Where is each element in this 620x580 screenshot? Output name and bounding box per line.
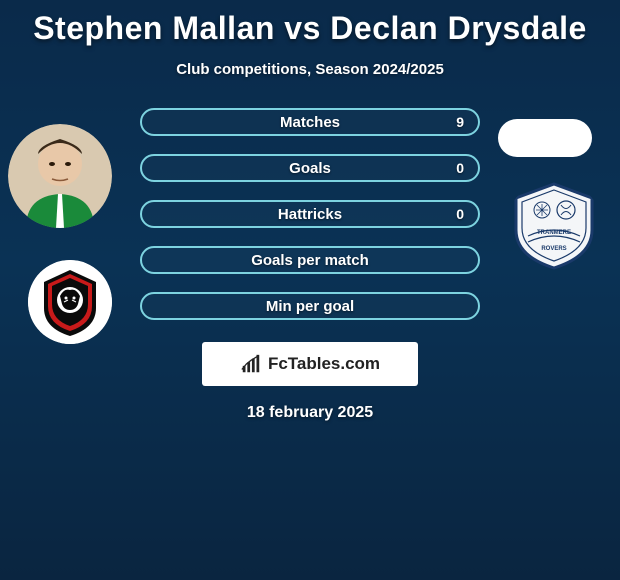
- stat-row-goals-per-match: Goals per match: [140, 246, 480, 274]
- stat-label: Matches: [280, 114, 340, 131]
- stat-label: Min per goal: [266, 298, 354, 315]
- svg-text:TRANMERE: TRANMERE: [537, 230, 571, 236]
- club1-crest: [28, 260, 112, 344]
- stat-value-right: 0: [456, 206, 464, 222]
- club2-crest: TRANMERE ROVERS: [506, 180, 602, 272]
- chart-icon: [240, 353, 262, 375]
- stat-row-min-per-goal: Min per goal: [140, 292, 480, 320]
- stat-value-right: 9: [456, 114, 464, 130]
- subtitle: Club competitions, Season 2024/2025: [0, 61, 620, 78]
- page-title: Stephen Mallan vs Declan Drysdale: [0, 0, 620, 47]
- player2-placeholder: [498, 119, 592, 157]
- player1-avatar: [8, 124, 112, 228]
- date-text: 18 february 2025: [0, 404, 620, 422]
- brand-text: FcTables.com: [268, 354, 380, 374]
- stat-label: Hattricks: [278, 206, 342, 223]
- stat-value-right: 0: [456, 160, 464, 176]
- stat-label: Goals per match: [251, 252, 369, 269]
- brand-badge: FcTables.com: [202, 342, 418, 386]
- stat-label: Goals: [289, 160, 331, 177]
- stat-row-hattricks: Hattricks 0: [140, 200, 480, 228]
- stat-row-matches: Matches 9: [140, 108, 480, 136]
- stat-row-goals: Goals 0: [140, 154, 480, 182]
- svg-text:ROVERS: ROVERS: [541, 246, 566, 252]
